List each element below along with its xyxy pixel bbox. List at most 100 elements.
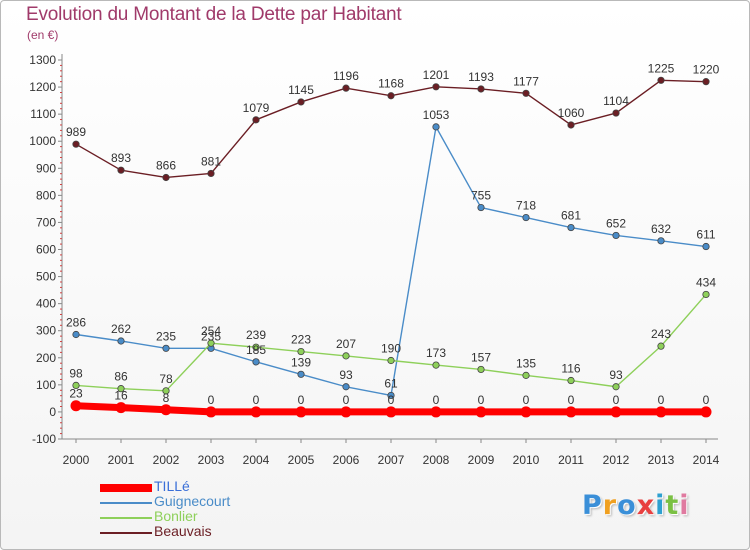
data-point bbox=[342, 383, 350, 391]
data-point bbox=[610, 406, 622, 418]
data-point bbox=[477, 365, 485, 374]
data-point bbox=[295, 406, 307, 418]
data-label: 254 bbox=[201, 324, 221, 338]
y-tick-label: 300 bbox=[36, 324, 56, 338]
labels-bonlier: 98 86 78 254 239 223 207 190 173 157 135 116 93 243 43… bbox=[69, 275, 716, 385]
legend-swatch bbox=[100, 484, 152, 492]
series-guignecourt bbox=[72, 123, 710, 400]
data-point bbox=[565, 406, 577, 418]
legend-swatch bbox=[100, 517, 152, 519]
legend-item: Guignecourt bbox=[100, 493, 400, 510]
series-till- bbox=[70, 400, 712, 418]
data-point bbox=[432, 361, 440, 369]
data-point bbox=[387, 391, 395, 400]
data-point bbox=[297, 98, 305, 106]
data-point bbox=[522, 213, 530, 222]
data-label: 0 bbox=[478, 393, 485, 407]
data-label: 1220 bbox=[693, 63, 720, 77]
data-point bbox=[117, 385, 125, 393]
legend-label: Guignecourt bbox=[154, 493, 231, 509]
data-point bbox=[430, 406, 442, 418]
data-label: 1225 bbox=[648, 61, 675, 75]
data-point bbox=[702, 290, 710, 299]
data-label: 235 bbox=[156, 329, 176, 343]
data-label: 0 bbox=[253, 393, 260, 407]
data-label: 718 bbox=[516, 199, 536, 213]
data-point bbox=[117, 337, 125, 345]
logo-letter: i bbox=[679, 490, 690, 521]
data-label: 8 bbox=[163, 391, 170, 405]
x-tick-label: 2013 bbox=[648, 453, 675, 467]
x-tick-label: 2008 bbox=[423, 453, 450, 467]
y-tick-label: 200 bbox=[36, 351, 56, 365]
proxiti-logo: Proxiti bbox=[582, 490, 690, 521]
x-tick-label: 2003 bbox=[198, 453, 225, 467]
data-label: 1060 bbox=[558, 106, 585, 120]
data-point bbox=[72, 381, 80, 389]
data-point bbox=[115, 402, 127, 414]
legend-item: Beauvais bbox=[100, 524, 400, 540]
y-tick-label: 900 bbox=[36, 161, 56, 175]
data-point bbox=[342, 352, 350, 360]
data-label: 652 bbox=[606, 216, 626, 230]
y-tick-label: 700 bbox=[36, 215, 56, 229]
logo-letter: i bbox=[655, 490, 666, 521]
data-point bbox=[207, 339, 215, 347]
data-label: 93 bbox=[609, 368, 623, 382]
data-label: 185 bbox=[246, 343, 266, 357]
data-label: 0 bbox=[343, 393, 350, 407]
logo-letter: P bbox=[582, 490, 603, 521]
data-label: 1193 bbox=[468, 70, 494, 84]
data-label: 135 bbox=[516, 356, 536, 370]
data-label: 23 bbox=[69, 387, 83, 401]
data-label: 0 bbox=[658, 393, 665, 407]
data-label: 0 bbox=[703, 393, 710, 407]
logo-letter: x bbox=[636, 490, 656, 521]
x-tick-label: 2005 bbox=[288, 453, 315, 467]
data-label: 157 bbox=[471, 350, 491, 364]
data-point bbox=[387, 92, 395, 100]
data-label: 866 bbox=[156, 158, 176, 172]
data-label: 262 bbox=[111, 322, 131, 336]
data-point bbox=[160, 404, 172, 416]
data-point bbox=[522, 371, 530, 379]
data-point bbox=[700, 406, 712, 418]
y-tick-label: 500 bbox=[36, 270, 56, 284]
data-label: 989 bbox=[66, 125, 86, 139]
data-label: 611 bbox=[696, 228, 715, 242]
data-label: 78 bbox=[159, 372, 173, 386]
data-point bbox=[162, 173, 170, 182]
data-label: 207 bbox=[336, 337, 356, 351]
data-point bbox=[657, 342, 665, 350]
x-tick-label: 2002 bbox=[153, 453, 180, 467]
data-label: 0 bbox=[298, 393, 305, 407]
x-tick-label: 2010 bbox=[513, 453, 540, 467]
legend-label: TILLé bbox=[154, 478, 190, 494]
data-label: 16 bbox=[114, 389, 128, 403]
data-point bbox=[252, 116, 260, 124]
data-label: 0 bbox=[208, 393, 215, 407]
data-label: 0 bbox=[613, 393, 620, 407]
data-point bbox=[612, 109, 620, 117]
data-point bbox=[342, 84, 350, 92]
labels-beauvais: 989 893 866 881 1079 1145 1196 1168 1201 1193 1177… bbox=[66, 61, 720, 172]
chart-unit-note: (en €) bbox=[27, 28, 59, 42]
x-tick-label: 2006 bbox=[333, 453, 360, 467]
y-tick-label: 600 bbox=[36, 243, 56, 257]
x-tick-label: 2011 bbox=[558, 453, 584, 467]
chart-title: Evolution du Montant de la Dette par Hab… bbox=[26, 4, 402, 25]
y-tick-label: 1200 bbox=[29, 80, 56, 94]
data-label: 893 bbox=[111, 151, 131, 165]
data-point bbox=[70, 400, 82, 412]
data-point bbox=[250, 406, 262, 418]
legend-swatch bbox=[100, 532, 152, 534]
data-label: 681 bbox=[561, 209, 581, 223]
x-tick-label: 2004 bbox=[243, 453, 270, 467]
data-label: 116 bbox=[561, 362, 580, 376]
data-label: 1177 bbox=[513, 74, 539, 88]
data-label: 1053 bbox=[423, 108, 450, 122]
data-point bbox=[567, 223, 575, 232]
data-point bbox=[477, 203, 485, 212]
y-tick-label: 0 bbox=[49, 405, 56, 419]
